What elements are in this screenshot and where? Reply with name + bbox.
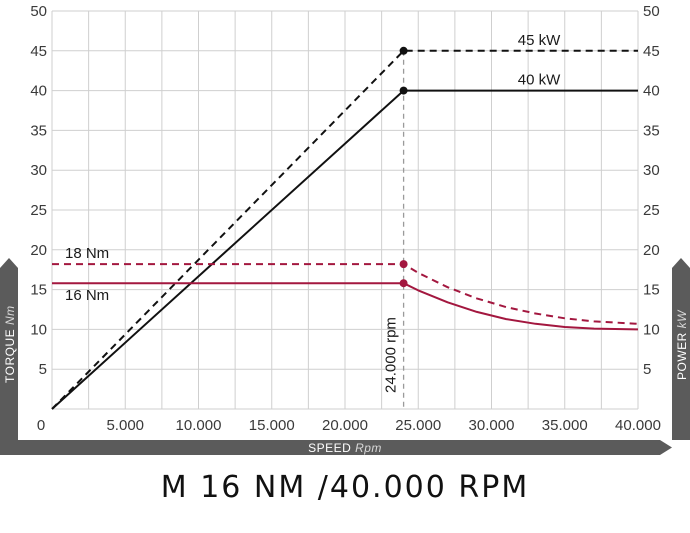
axes: 0 5.000 10.000 15.000 20.000 25.000 30.000 35.0… bbox=[0, 3, 690, 455]
speed-axis-bar bbox=[0, 440, 660, 455]
y-left-tick-label: 15 bbox=[30, 282, 47, 299]
y-left-tick-label: 25 bbox=[30, 202, 47, 219]
markers bbox=[399, 46, 408, 288]
speed-axis-label: SPEED Rpm bbox=[308, 441, 382, 455]
x-tick-label: 35.000 bbox=[542, 417, 588, 434]
x-tick-label: 25.000 bbox=[395, 417, 441, 434]
up-arrow-icon bbox=[672, 258, 690, 268]
up-arrow-icon bbox=[0, 258, 18, 268]
data-point-marker bbox=[399, 260, 408, 269]
power-axis-bar bbox=[672, 268, 690, 440]
y-left-tick-label: 45 bbox=[30, 43, 47, 60]
x-tick-label: 15.000 bbox=[249, 417, 295, 434]
labels: 45 kW 40 kW 18 Nm 16 Nm 24.000 rpm bbox=[65, 32, 561, 393]
x-tick-label: 10.000 bbox=[176, 417, 222, 434]
rated-speed-label: 24.000 rpm bbox=[383, 317, 400, 393]
y-left-tick-label: 5 bbox=[39, 361, 47, 378]
right-arrow-icon bbox=[660, 440, 672, 455]
y-left-tick-label: 35 bbox=[30, 122, 47, 139]
y-right-tick-label: 15 bbox=[643, 282, 660, 299]
torque-axis-label: TORQUE Nm bbox=[3, 305, 17, 383]
y-right-tick-label: 40 bbox=[643, 83, 660, 100]
data-point-marker bbox=[399, 86, 408, 95]
power-axis-label: POWER kW bbox=[675, 309, 689, 380]
y-right-tick-label: 5 bbox=[643, 361, 651, 378]
series-label: 45 kW bbox=[518, 32, 561, 49]
grid bbox=[51, 10, 639, 410]
y-right-tick-label: 50 bbox=[643, 3, 660, 20]
y-left-tick-label: 40 bbox=[30, 83, 47, 100]
series-line-2 bbox=[52, 263, 639, 325]
x-tick-label: 20.000 bbox=[322, 417, 368, 434]
series-line-3 bbox=[52, 282, 639, 331]
y-right-tick-label: 10 bbox=[643, 321, 660, 338]
x-tick-label: 30.000 bbox=[469, 417, 515, 434]
y-left-tick-label: 50 bbox=[30, 3, 47, 20]
y-right-tick-label: 35 bbox=[643, 122, 660, 139]
torque-axis-bar bbox=[0, 268, 18, 440]
x-tick-label: 5.000 bbox=[106, 417, 144, 434]
y-right-tick-label: 20 bbox=[643, 242, 660, 259]
data-point-marker bbox=[399, 46, 408, 55]
y-left-tick-label: 30 bbox=[30, 162, 47, 179]
y-right-tick-label: 30 bbox=[643, 162, 660, 179]
series-label: 18 Nm bbox=[65, 245, 109, 262]
y-left-tick-label: 10 bbox=[30, 321, 47, 338]
series-label: 40 kW bbox=[518, 72, 561, 89]
chart-title: M 16 NM /40.000 RPM bbox=[160, 470, 530, 505]
series-label: 16 Nm bbox=[65, 287, 109, 304]
y-right-tick-label: 25 bbox=[643, 202, 660, 219]
x-tick-label: 0 bbox=[37, 417, 45, 434]
x-tick-label: 40.000 bbox=[615, 417, 661, 434]
y-left-tick-label: 20 bbox=[30, 242, 47, 259]
y-right-tick-label: 45 bbox=[643, 43, 660, 60]
data-point-marker bbox=[399, 279, 408, 288]
